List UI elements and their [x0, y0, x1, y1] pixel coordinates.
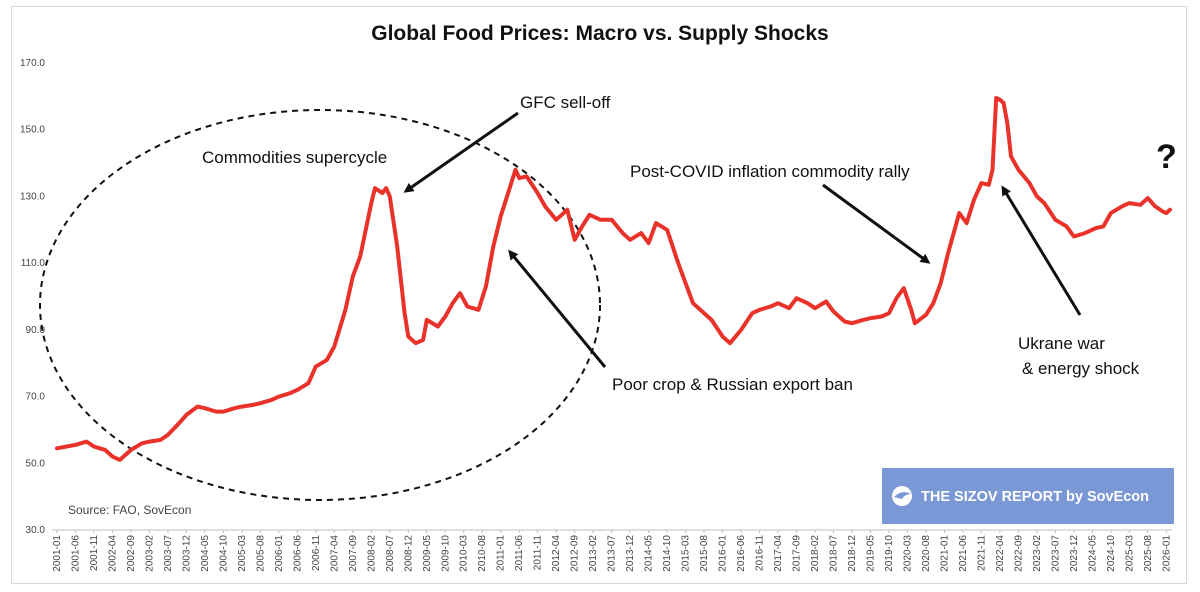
- x-tick-label: 2011-11: [533, 535, 544, 571]
- x-tick-label: 2013-02: [588, 535, 599, 572]
- y-tick-label: 110.0: [21, 258, 46, 269]
- y-tick-label: 30.0: [26, 525, 46, 536]
- x-tick-label: 2026-01: [1161, 535, 1172, 572]
- x-tick-label: 2008-12: [403, 535, 414, 572]
- annotation-gfc: GFC sell-off: [520, 93, 611, 112]
- x-tick-label: 2007-09: [348, 535, 359, 572]
- x-tick-label: 2018-12: [847, 535, 858, 572]
- series-line-food-price-index: [55, 96, 1172, 462]
- x-tick-label: 2014-10: [662, 535, 673, 572]
- annotation-supercycle: Commodities supercycle: [202, 148, 387, 167]
- x-tick-label: 2009-10: [440, 535, 451, 572]
- x-tick-label: 2019-05: [865, 535, 876, 572]
- x-tick-label: 2004-10: [218, 535, 229, 572]
- x-tick-label: 2013-07: [607, 535, 618, 572]
- y-tick-label: 50.0: [26, 458, 46, 469]
- x-tick-label: 2016-01: [718, 535, 729, 572]
- y-tick-label: 70.0: [26, 392, 46, 403]
- x-tick-label: 2021-06: [958, 535, 969, 572]
- y-axis: 30.0 50.0 70.0 90.0 110.0 130.0 150.0 170.0: [20, 58, 45, 536]
- x-tick-label: 2023-12: [1069, 535, 1080, 572]
- annotation-ukraine-line2: & energy shock: [1022, 359, 1140, 378]
- x-tick-label: 2011-06: [514, 535, 525, 571]
- x-tick-label: 2014-05: [644, 535, 655, 572]
- chart-title: Global Food Prices: Macro vs. Supply Sho…: [371, 22, 828, 45]
- source-note: Source: FAO, SovEcon: [68, 503, 191, 517]
- x-tick-label: 2011-01: [496, 535, 507, 571]
- crop-arrow: [508, 249, 607, 368]
- brand-logo-icon: [892, 486, 912, 506]
- x-tick-label: 2023-07: [1050, 535, 1061, 572]
- annotation-ukraine-line1: Ukrane war: [1018, 334, 1105, 353]
- x-tick-label: 2012-09: [570, 535, 581, 572]
- x-tick-label: 2004-05: [200, 535, 211, 572]
- annotation-crop: Poor crop & Russian export ban: [612, 375, 853, 394]
- covid-arrow: [822, 183, 931, 264]
- x-tick-label: 2007-04: [329, 535, 340, 572]
- brand-banner: THE SIZOV REPORT by SovEcon: [882, 468, 1174, 524]
- x-tick-label: 2017-09: [792, 535, 803, 572]
- x-tick-label: 2001-01: [52, 535, 63, 572]
- x-tick-label: 2003-12: [181, 535, 192, 572]
- ukraine-arrow: [1001, 185, 1082, 316]
- x-tick-label: 2003-02: [144, 535, 155, 572]
- series-group: [55, 96, 1172, 462]
- x-tick-label: 2002-09: [126, 535, 137, 572]
- brand-background: [882, 468, 1174, 524]
- x-tick-label: 2006-11: [311, 535, 322, 571]
- x-tick-label: 2016-11: [755, 535, 766, 571]
- gfc-arrow: [403, 111, 519, 193]
- x-tick-label: 2023-02: [1032, 535, 1043, 572]
- x-tick-label: 2015-08: [699, 535, 710, 572]
- x-tick-label: 2003-07: [163, 535, 174, 572]
- x-tick-label: 2025-03: [1124, 535, 1135, 572]
- y-tick-label: 170.0: [20, 58, 45, 69]
- x-tick-label: 2001-06: [70, 535, 81, 572]
- y-tick-label: 150.0: [20, 125, 45, 136]
- x-tick-label: 2017-04: [773, 535, 784, 572]
- x-tick-label: 2008-02: [366, 535, 377, 572]
- x-tick-label: 2015-03: [681, 535, 692, 572]
- x-tick-label: 2018-07: [829, 535, 840, 572]
- brand-text: THE SIZOV REPORT by SovEcon: [921, 489, 1149, 505]
- x-tick-label: 2005-08: [255, 535, 266, 572]
- x-tick-label: 2002-04: [107, 535, 118, 572]
- supercycle-ellipse: [39, 109, 601, 501]
- x-tick-label: 2009-05: [422, 535, 433, 572]
- annotation-question-mark: ?: [1156, 138, 1177, 176]
- x-tick-label: 2022-09: [1013, 535, 1024, 572]
- x-tick-label: 2019-10: [884, 535, 895, 572]
- x-tick-label: 2025-08: [1143, 535, 1154, 572]
- x-tick-label: 2008-07: [385, 535, 396, 572]
- x-tick-label: 2010-03: [459, 535, 470, 572]
- x-tick-label: 2012-04: [551, 535, 562, 572]
- x-axis: 2001-01 2001-06 2001-11 2002-04 2002-09 2003-…: [52, 529, 1172, 572]
- x-tick-label: 2021-01: [939, 535, 950, 572]
- x-tick-label: 2006-06: [292, 535, 303, 572]
- x-tick-label: 2001-11: [89, 535, 100, 571]
- x-tick-label: 2018-02: [810, 535, 821, 572]
- x-tick-label: 2006-01: [274, 535, 285, 572]
- x-tick-label: 2020-03: [902, 535, 913, 572]
- x-tick-label: 2024-05: [1087, 535, 1098, 572]
- x-tick-label: 2022-04: [995, 535, 1006, 572]
- x-tick-label: 2021-11: [976, 535, 987, 571]
- x-tick-label: 2020-08: [921, 535, 932, 572]
- y-tick-label: 90.0: [26, 325, 46, 336]
- x-tick-label: 2024-10: [1106, 535, 1117, 572]
- annotation-covid: Post-COVID inflation commodity rally: [630, 162, 910, 181]
- y-tick-label: 130.0: [20, 191, 45, 202]
- x-tick-label: 2005-03: [237, 535, 248, 572]
- x-tick-label: 2013-12: [625, 535, 636, 572]
- x-tick-label: 2016-06: [736, 535, 747, 572]
- x-tick-label: 2010-08: [477, 535, 488, 572]
